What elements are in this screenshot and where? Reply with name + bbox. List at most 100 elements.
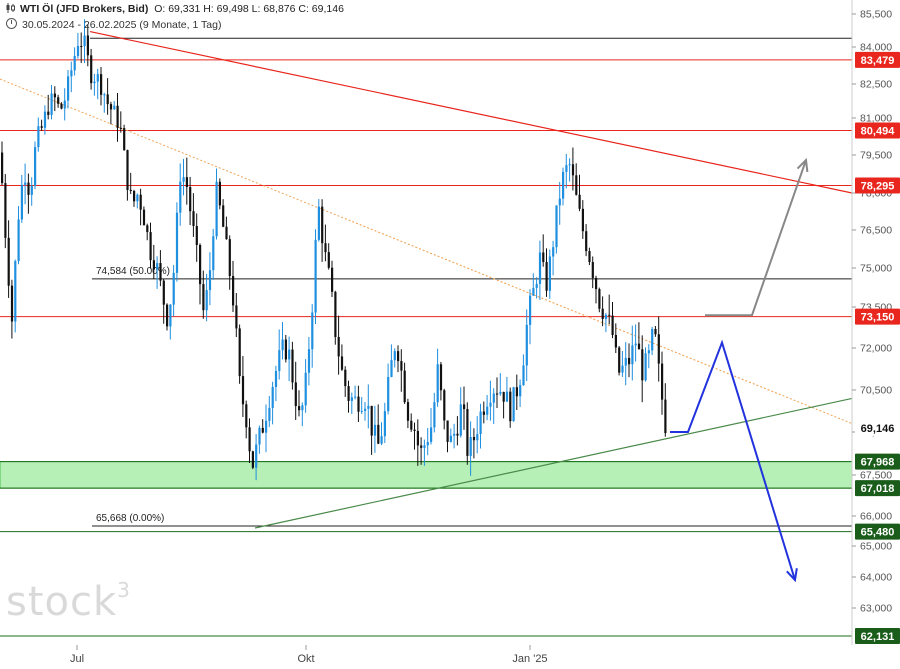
candle-body	[499, 391, 502, 394]
candle-body	[334, 291, 337, 337]
candle-body	[109, 104, 113, 110]
candle-body	[489, 402, 492, 407]
price-tick-label: 64,000	[860, 572, 892, 584]
candle-body	[588, 251, 591, 263]
candle	[571, 147, 575, 191]
candle-body	[294, 382, 297, 407]
candle-body	[172, 272, 175, 305]
candle-body	[317, 206, 320, 240]
candle-body	[515, 387, 518, 397]
candle-body	[103, 94, 106, 96]
candles	[1, 19, 667, 481]
price-tick-label: 76,500	[860, 225, 892, 237]
level-tag-bg	[855, 628, 900, 644]
candle-body	[439, 364, 443, 391]
candle	[199, 243, 202, 305]
candle	[166, 303, 169, 331]
candle-body	[314, 239, 317, 313]
candle-body	[522, 365, 525, 386]
candle-body	[410, 420, 413, 430]
candle-body	[555, 205, 558, 248]
candle-body	[357, 396, 360, 412]
candle	[241, 356, 245, 418]
candle	[552, 240, 555, 276]
candle-body	[469, 437, 472, 456]
candle-body	[403, 370, 406, 403]
candle-body	[443, 390, 446, 421]
candle	[515, 374, 518, 411]
candle	[397, 345, 400, 373]
candle	[215, 168, 218, 240]
candle-body	[661, 363, 664, 400]
ohlc-values: O: 69,331 H: 69,498 L: 68,876 C: 69,146	[154, 3, 344, 15]
date-range: 30.05.2024 - 26.02.2025	[22, 19, 137, 31]
candle	[100, 67, 103, 106]
candle	[383, 402, 386, 444]
candle	[403, 362, 406, 404]
trendlines	[0, 31, 853, 529]
candle-body	[291, 349, 294, 383]
candle-body	[142, 209, 146, 226]
candle	[598, 287, 601, 313]
candle-body	[53, 93, 56, 98]
candle-body	[538, 252, 542, 284]
candle-body	[423, 445, 426, 448]
candle-body	[133, 190, 136, 202]
candle	[344, 366, 347, 397]
candle-body	[50, 93, 53, 115]
level-tag-text: 67,018	[861, 483, 895, 495]
candle	[208, 252, 212, 306]
candle-body	[208, 270, 212, 291]
candle	[162, 278, 165, 324]
candle	[393, 348, 396, 368]
candle-body	[364, 408, 367, 411]
candle	[30, 177, 33, 206]
candle-body	[529, 295, 532, 325]
candle	[218, 178, 221, 210]
candle	[60, 102, 63, 110]
candle-body	[63, 100, 66, 109]
candle-body	[199, 244, 202, 285]
candle	[169, 304, 172, 340]
candle-body	[149, 232, 152, 261]
candle	[420, 437, 423, 465]
candle	[532, 273, 535, 296]
candle	[248, 418, 251, 464]
candle	[14, 259, 17, 333]
candle-body	[628, 357, 631, 365]
candle	[251, 450, 254, 470]
candle-body	[116, 105, 119, 128]
level-tag-bg	[855, 523, 900, 540]
candle-body	[37, 126, 40, 148]
level-tag-bg	[855, 177, 900, 194]
candle	[212, 228, 215, 280]
price-tick-label: 65,000	[860, 541, 892, 553]
level-tag: 65,480	[855, 523, 900, 540]
candle-body	[360, 410, 363, 412]
candle-body	[436, 364, 439, 403]
candle	[182, 158, 185, 196]
candle-body	[525, 324, 528, 366]
candle	[651, 326, 654, 356]
candle-body	[126, 150, 129, 190]
candle-body	[337, 336, 340, 357]
current-price-tag-text: 69,146	[861, 423, 895, 435]
candle-body	[169, 304, 172, 327]
scenario-bullish-path	[705, 159, 807, 317]
candle-body	[324, 243, 327, 253]
candle	[281, 321, 284, 360]
candle	[568, 158, 571, 182]
candle-body	[380, 436, 383, 444]
candle-body	[509, 391, 512, 422]
candle	[489, 380, 492, 421]
candle	[337, 315, 340, 375]
brand-watermark: stock3	[6, 578, 131, 625]
candle	[235, 292, 238, 338]
candle	[463, 386, 466, 430]
price-tick-label: 63,000	[860, 603, 892, 615]
candle-body	[571, 164, 575, 176]
candle-body	[268, 407, 271, 421]
candle	[522, 354, 525, 386]
candle	[119, 111, 122, 133]
